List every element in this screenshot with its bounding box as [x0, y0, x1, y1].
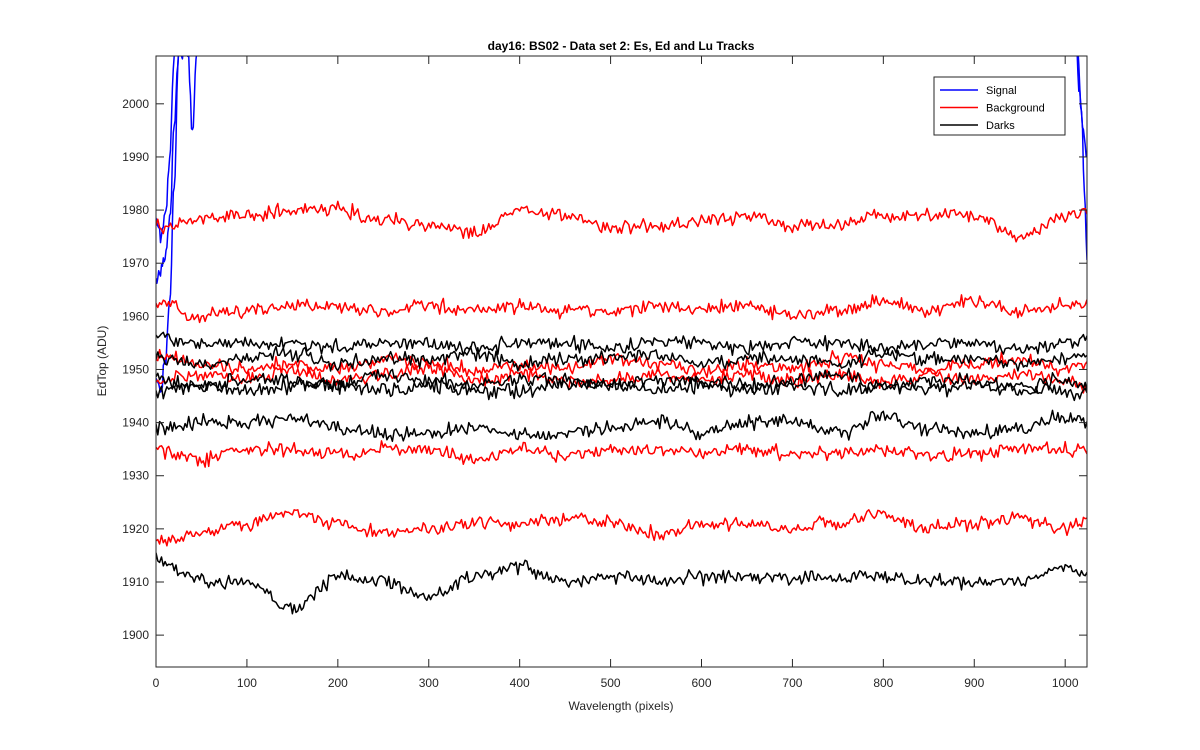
- y-tick-label: 1950: [122, 362, 149, 376]
- y-tick-label: 1910: [122, 575, 149, 589]
- series-line-background-7: [156, 348, 1087, 379]
- series-line-background-8: [156, 360, 1087, 394]
- y-tick-label: 1990: [122, 150, 149, 164]
- series-line-signal-1: [156, 56, 180, 284]
- series-line-darks-11: [156, 331, 1087, 357]
- series-line-darks-14: [156, 375, 1087, 402]
- y-tick-label: 1960: [122, 309, 149, 323]
- x-tick-label: 1000: [1052, 676, 1079, 690]
- legend-label-background: Background: [986, 103, 1045, 115]
- x-tick-label: 700: [782, 676, 802, 690]
- series-line-darks-12: [156, 345, 1087, 372]
- x-tick-label: 600: [691, 676, 711, 690]
- series-line-background-9: [156, 440, 1087, 468]
- series-line-signal-4: [1076, 56, 1087, 158]
- series-line-signal-2: [156, 56, 178, 244]
- x-tick-label: 0: [153, 676, 160, 690]
- plot-area: 0 100 200 300 400 500 600 700 800 900 1000 1900 191…: [122, 55, 1088, 690]
- series-line-darks-15: [156, 409, 1087, 443]
- y-tick-label: 1970: [122, 256, 149, 270]
- legend: Signal Background Darks: [933, 76, 1066, 136]
- series-line-background-10: [156, 509, 1087, 547]
- y-tick-label: 1940: [122, 416, 149, 430]
- y-tick-label: 1980: [122, 203, 149, 217]
- x-tick-label: 200: [328, 676, 348, 690]
- y-tick-label: 1930: [122, 469, 149, 483]
- series-line-signal-0: [156, 56, 198, 393]
- series-line-background-6: [156, 294, 1087, 324]
- x-axis-label: Wavelength (pixels): [569, 699, 674, 713]
- series-layer: [156, 56, 1087, 615]
- x-tick-label: 800: [873, 676, 893, 690]
- y-tick-label: 2000: [122, 97, 149, 111]
- series-line-background-5: [156, 200, 1087, 243]
- chart-title: day16: BS02 - Data set 2: Es, Ed and Lu …: [488, 39, 755, 53]
- series-line-darks-16: [156, 552, 1087, 615]
- x-tick-label: 900: [964, 676, 984, 690]
- x-tick-label: 500: [601, 676, 621, 690]
- x-tick-label: 100: [237, 676, 257, 690]
- y-axis: 1900 1910 1920 1930 1940 1950 1960 1970 1980 1990…: [122, 97, 1087, 642]
- y-tick-label: 1920: [122, 522, 149, 536]
- y-tick-label: 1900: [122, 628, 149, 642]
- x-tick-label: 300: [419, 676, 439, 690]
- plot-frame: [155, 55, 1088, 668]
- legend-label-darks: Darks: [986, 120, 1015, 132]
- y-axis-label: EdTop (ADU): [95, 326, 109, 397]
- x-axis: 0 100 200 300 400 500 600 700 800 900 1000: [153, 56, 1079, 690]
- plot-background: [156, 56, 1087, 667]
- x-tick-label: 400: [510, 676, 530, 690]
- legend-label-signal: Signal: [986, 85, 1017, 97]
